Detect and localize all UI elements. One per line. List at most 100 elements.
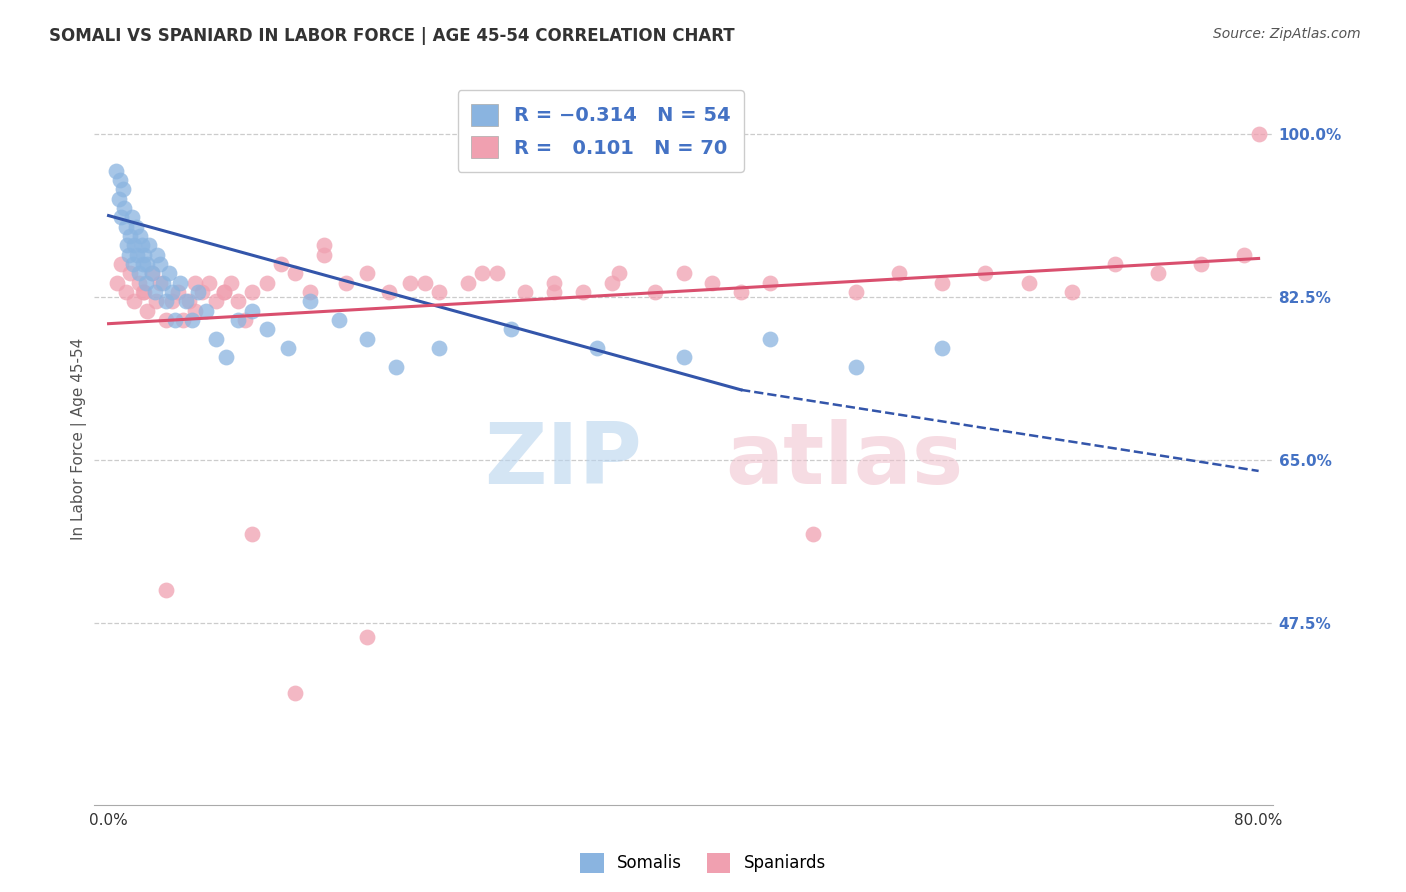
Point (212, 285, 235, 299)
Point (112, 201, 135, 215)
Point (801, 527, 824, 541)
Point (702, 276, 724, 290)
Point (219, 276, 242, 290)
Point (132, 285, 155, 299)
Point (515, 285, 537, 299)
Point (110, 211, 132, 225)
Point (385, 359, 408, 374)
Point (974, 266, 997, 280)
Point (240, 527, 263, 541)
Point (759, 276, 782, 290)
Point (105, 276, 128, 290)
Point (572, 285, 595, 299)
Legend: Somalis, Spaniards: Somalis, Spaniards (574, 847, 832, 880)
Point (152, 276, 174, 290)
Text: Source: ZipAtlas.com: Source: ZipAtlas.com (1213, 27, 1361, 41)
Point (328, 313, 350, 327)
Point (120, 266, 142, 280)
Point (121, 211, 143, 225)
Point (378, 285, 401, 299)
Legend: R = −0.314   N = 54, R =   0.101   N = 70: R = −0.314 N = 54, R = 0.101 N = 70 (457, 90, 744, 172)
Point (889, 266, 911, 280)
Point (226, 294, 249, 309)
Point (124, 294, 146, 309)
Point (134, 248, 156, 262)
Point (233, 313, 256, 327)
Point (356, 630, 378, 644)
Point (730, 285, 752, 299)
Point (205, 294, 228, 309)
Point (131, 238, 153, 252)
Point (146, 248, 169, 262)
Point (607, 266, 630, 280)
Point (138, 238, 160, 252)
Point (187, 285, 209, 299)
Point (117, 238, 139, 252)
Text: atlas: atlas (725, 419, 963, 502)
Point (157, 266, 180, 280)
Point (543, 276, 565, 290)
Point (485, 266, 508, 280)
Point (759, 332, 782, 346)
Point (155, 294, 177, 309)
Point (586, 341, 609, 355)
Point (184, 303, 207, 318)
Point (284, 266, 307, 280)
Point (1018, 276, 1040, 290)
Point (118, 248, 141, 262)
Point (128, 266, 150, 280)
Point (169, 276, 191, 290)
Point (356, 332, 378, 346)
Point (1060, 285, 1083, 299)
Point (931, 341, 953, 355)
Point (160, 294, 183, 309)
Point (314, 248, 336, 262)
Point (298, 285, 321, 299)
Point (457, 276, 479, 290)
Point (136, 257, 159, 271)
Point (155, 313, 177, 327)
Point (149, 257, 172, 271)
Point (174, 294, 197, 309)
Point (931, 276, 953, 290)
Point (191, 285, 214, 299)
Point (124, 238, 146, 252)
Point (1189, 257, 1212, 271)
Point (672, 266, 695, 280)
Point (134, 285, 156, 299)
Point (110, 257, 132, 271)
Point (672, 350, 695, 364)
Point (256, 322, 278, 336)
Point (256, 276, 278, 290)
Point (122, 257, 145, 271)
Y-axis label: In Labor Force | Age 45-54: In Labor Force | Age 45-54 (72, 338, 87, 540)
Point (471, 266, 494, 280)
Point (205, 332, 228, 346)
Point (111, 182, 134, 196)
Point (215, 350, 238, 364)
Point (125, 219, 148, 234)
Point (141, 266, 163, 280)
Point (129, 229, 152, 244)
Point (184, 276, 207, 290)
Point (543, 285, 565, 299)
Point (1233, 248, 1256, 262)
Point (128, 276, 150, 290)
Point (845, 359, 868, 374)
Point (136, 303, 159, 318)
Point (427, 285, 450, 299)
Point (845, 285, 868, 299)
Point (108, 173, 131, 187)
Point (1104, 257, 1126, 271)
Point (160, 285, 183, 299)
Point (1147, 266, 1170, 280)
Point (1247, 127, 1270, 141)
Point (195, 303, 218, 318)
Point (149, 276, 172, 290)
Point (270, 257, 292, 271)
Point (277, 341, 299, 355)
Point (314, 238, 336, 252)
Point (177, 294, 200, 309)
Point (427, 341, 450, 355)
Point (226, 313, 249, 327)
